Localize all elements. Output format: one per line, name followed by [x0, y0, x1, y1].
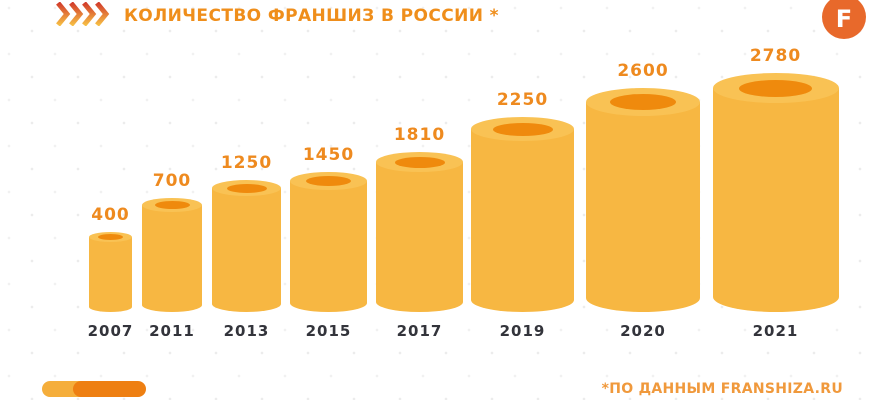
- cylinder-hole: [394, 156, 445, 168]
- bar-year-label: 2021: [752, 322, 799, 340]
- bar-value-label: 1450: [302, 145, 355, 165]
- bar-value-label: 2780: [749, 46, 802, 66]
- bar-value-label: 700: [152, 171, 192, 191]
- cylinder-body: [712, 88, 839, 312]
- cylinder-body: [89, 237, 132, 312]
- bar-year-label: 2019: [499, 322, 546, 340]
- cylinder-body: [212, 188, 281, 312]
- bar-value-label: 400: [91, 205, 130, 225]
- cylinder-hole: [610, 94, 676, 110]
- bar-value-label: 1810: [393, 125, 446, 145]
- source-note: *ПО ДАННЫМ FRANSHIZA.RU: [601, 381, 843, 397]
- bar-year-label: 2017: [396, 322, 443, 340]
- legend-pill-dark-icon: [73, 381, 146, 397]
- cylinder-body: [471, 129, 574, 312]
- page-title: КОЛИЧЕСТВО ФРАНШИЗ В РОССИИ *: [124, 6, 499, 26]
- bar-value-label: 2600: [617, 61, 669, 81]
- bar-year-label: 2020: [620, 322, 666, 340]
- bar-value-label: 2250: [496, 90, 549, 110]
- franshiza-logo: F: [822, 0, 866, 39]
- cylinder-hole: [739, 79, 812, 97]
- cylinder-body: [142, 205, 202, 312]
- bar-year-label: 2011: [149, 322, 195, 340]
- bar-year-label: 2015: [305, 322, 352, 340]
- bar-value-label: 1250: [220, 153, 273, 173]
- logo-letter: F: [835, 4, 853, 33]
- quad-chevron-right-icon: [56, 2, 110, 26]
- cylinder-body: [376, 162, 463, 312]
- cylinder-hole: [154, 201, 190, 209]
- cylinder-hole: [226, 183, 267, 193]
- bar-year-label: 2013: [223, 322, 270, 340]
- cylinder-hole: [492, 122, 553, 136]
- cylinder-hole: [306, 176, 351, 186]
- bar-year-label: 2007: [87, 322, 134, 340]
- cylinder-body: [290, 181, 367, 312]
- cylinder-hole: [98, 234, 123, 240]
- cylinder-body: [586, 102, 700, 312]
